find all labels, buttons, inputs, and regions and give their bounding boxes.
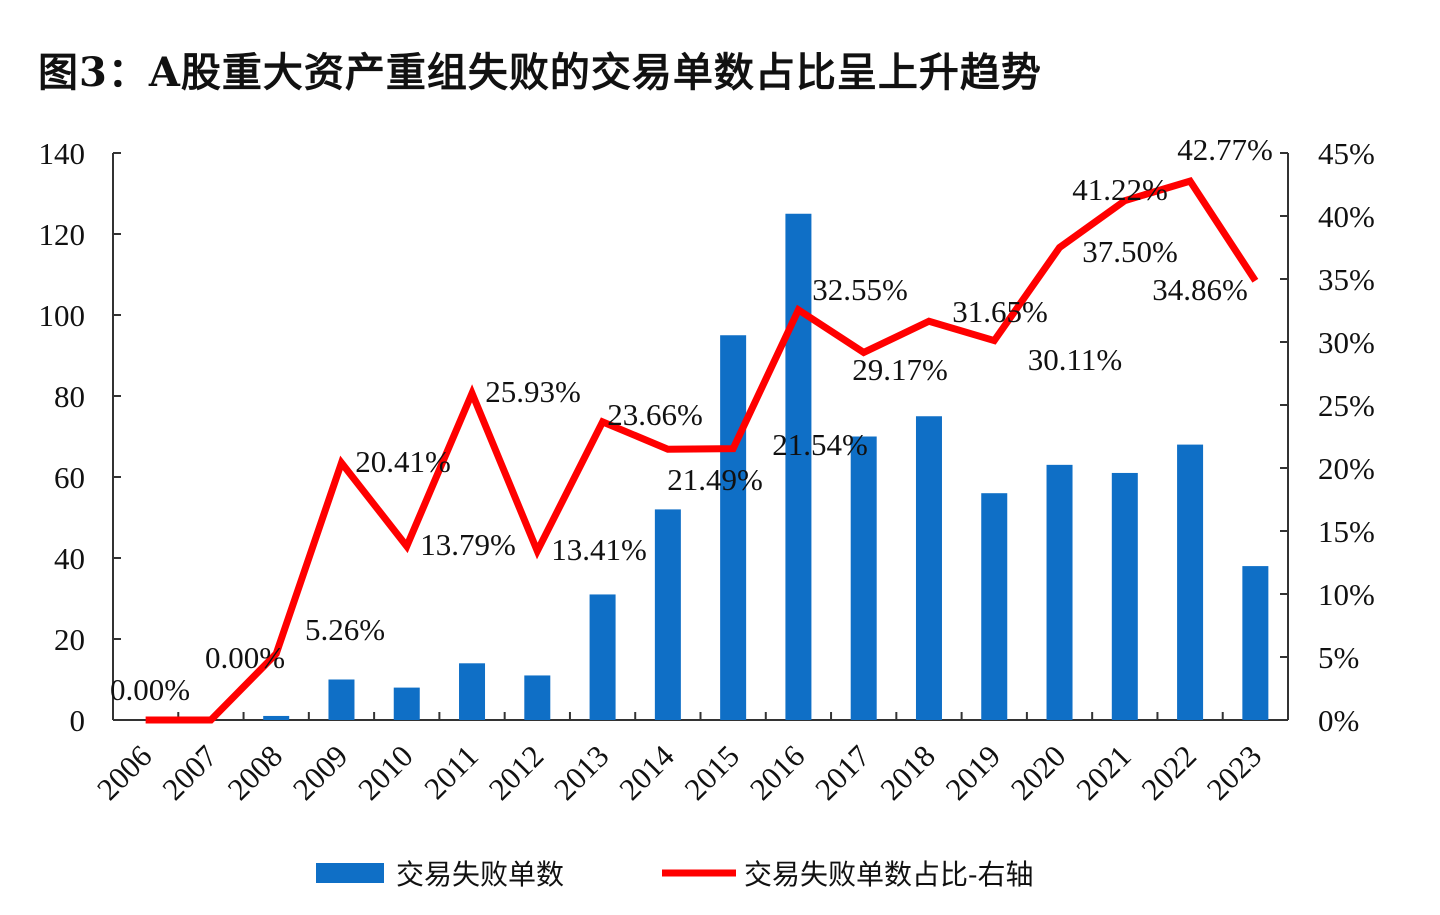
- bar-2008: [263, 715, 290, 720]
- bar-2012: [524, 675, 551, 720]
- chart-title: 图3：A股重大资产重组失败的交易单数占比呈上升趋势: [38, 49, 1042, 96]
- left-tick-label: 120: [39, 217, 86, 252]
- ratio-line: [145, 176, 1259, 724]
- left-tick-label: 60: [54, 460, 85, 495]
- data-label-2012: 13.41%: [551, 532, 647, 567]
- legend-bar-swatch: [316, 863, 384, 883]
- right-tick-label: 25%: [1318, 388, 1375, 423]
- legend-line-label: 交易失败单数占比-右轴: [744, 858, 1033, 891]
- data-label-2020: 37.50%: [1082, 234, 1178, 269]
- data-label-2017: 29.17%: [852, 352, 948, 387]
- left-tick-label: 80: [54, 379, 85, 414]
- data-label-2023: 34.86%: [1152, 272, 1248, 307]
- left-tick-label: 40: [54, 541, 85, 576]
- data-label-2006: 0.00%: [110, 672, 190, 707]
- x-tick-label: 2020: [1004, 738, 1073, 807]
- bar-2016: [785, 213, 812, 720]
- right-tick-label: 5%: [1318, 640, 1359, 675]
- x-tick-label: 2016: [743, 738, 812, 807]
- legend-bar-label: 交易失败单数: [396, 858, 564, 891]
- data-label-2011: 25.93%: [485, 374, 581, 409]
- data-label-2009: 20.41%: [355, 444, 451, 479]
- x-tick-label: 2017: [808, 738, 877, 807]
- x-tick-label: 2018: [873, 738, 942, 807]
- right-tick-label: 45%: [1318, 136, 1375, 171]
- right-tick-label: 35%: [1318, 262, 1375, 297]
- data-label-2016: 32.55%: [812, 272, 908, 307]
- right-tick-label: 40%: [1318, 199, 1375, 234]
- bar-2018: [915, 416, 942, 720]
- x-tick-label: 2013: [547, 738, 616, 807]
- bar-2017: [850, 436, 877, 720]
- data-label-2010: 13.79%: [420, 527, 516, 562]
- data-label-2021: 41.22%: [1072, 172, 1168, 207]
- bar-2019: [981, 493, 1008, 720]
- right-tick-label: 20%: [1318, 451, 1375, 486]
- x-tick-label: 2015: [677, 738, 746, 807]
- x-tick-label: 2012: [482, 738, 551, 807]
- data-label-2022: 42.77%: [1177, 132, 1273, 167]
- x-tick-label: 2007: [155, 738, 224, 807]
- bar-2013: [589, 594, 616, 720]
- bar-2011: [459, 663, 486, 720]
- x-tick-label: 2006: [90, 738, 159, 807]
- bar-2009: [328, 679, 355, 720]
- x-tick-label: 2009: [286, 738, 355, 807]
- data-label-2019: 30.11%: [1028, 342, 1122, 377]
- bar-2023: [1242, 566, 1269, 720]
- data-label-2018: 31.65%: [952, 294, 1048, 329]
- data-label-2015: 21.54%: [772, 427, 868, 462]
- data-label-2014: 21.49%: [667, 462, 763, 497]
- data-label-2007: 0.00%: [205, 640, 285, 675]
- data-label-2008: 5.26%: [305, 612, 385, 647]
- x-tick-label: 2010: [351, 738, 420, 807]
- x-tick-label: 2021: [1069, 738, 1138, 807]
- x-tick-label: 2019: [939, 738, 1008, 807]
- x-tick-label: 2022: [1134, 738, 1203, 807]
- right-tick-label: 10%: [1318, 577, 1375, 612]
- x-tick-label: 2008: [221, 738, 290, 807]
- bar-2021: [1111, 472, 1138, 720]
- bar-2022: [1177, 444, 1204, 720]
- left-tick-label: 0: [70, 703, 86, 738]
- x-tick-label: 2011: [417, 738, 485, 806]
- bar-2010: [393, 687, 420, 720]
- bar-2020: [1046, 464, 1073, 720]
- right-tick-label: 0%: [1318, 703, 1359, 738]
- right-tick-label: 30%: [1318, 325, 1375, 360]
- right-tick-label: 15%: [1318, 514, 1375, 549]
- x-tick-label: 2014: [612, 738, 681, 807]
- data-label-2013: 23.66%: [607, 397, 703, 432]
- left-tick-label: 20: [54, 622, 85, 657]
- left-tick-label: 100: [39, 298, 86, 333]
- x-tick-label: 2023: [1200, 738, 1269, 807]
- left-tick-label: 140: [39, 136, 86, 171]
- bar-2014: [654, 509, 681, 720]
- bar-2015: [720, 335, 747, 720]
